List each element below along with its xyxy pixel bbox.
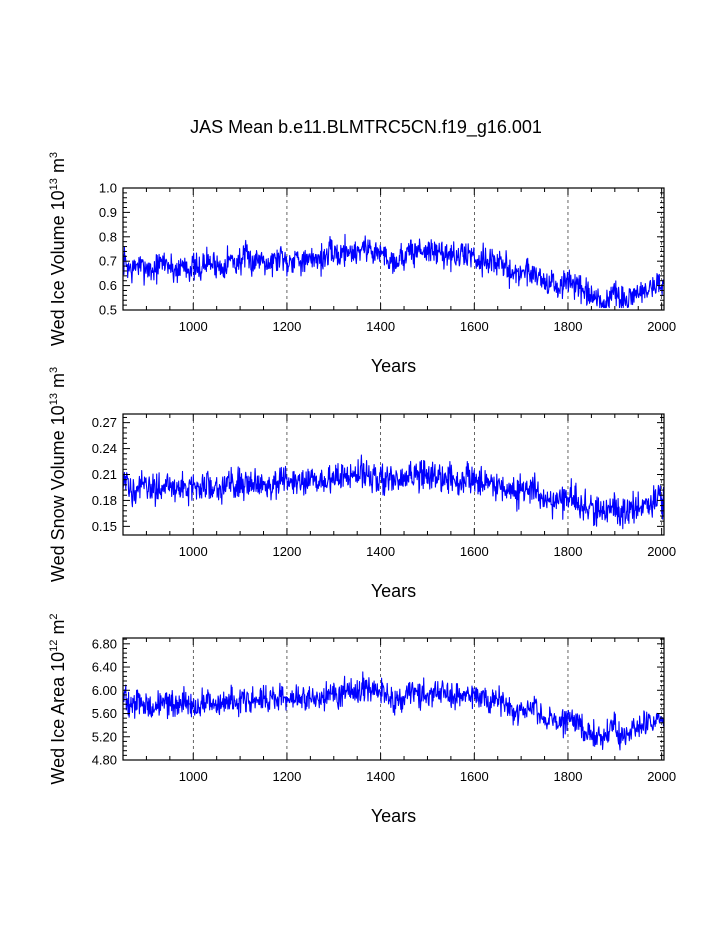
y-label-unit-exponent: 3 (48, 152, 60, 158)
chart-title: JAS Mean b.e11.BLMTRC5CN.f19_g16.001 (190, 117, 542, 138)
y-tick-label: 5.60 (92, 706, 117, 721)
y-tick-label: 1.0 (99, 181, 117, 196)
y-label-exponent: 13 (48, 393, 60, 405)
x-tick-label: 1200 (272, 769, 301, 784)
x-axis-label: Years (371, 356, 416, 376)
y-tick-label: 0.18 (92, 493, 117, 508)
y-label-unit-exponent: 3 (48, 367, 60, 373)
x-tick-label: 2000 (647, 544, 676, 559)
y-tick-label: 0.7 (99, 254, 117, 269)
y-label-exponent: 12 (48, 640, 60, 652)
y-tick-label: 5.20 (92, 729, 117, 744)
y-tick-label: 6.40 (92, 660, 117, 675)
y-label-exponent: 13 (48, 178, 60, 190)
x-tick-label: 1400 (366, 319, 395, 334)
x-tick-label: 1200 (272, 544, 301, 559)
plot-frame (122, 187, 665, 311)
x-tick-label: 1800 (554, 319, 583, 334)
x-tick-label: 2000 (647, 319, 676, 334)
y-label-text: Wed Ice Area 10 (48, 652, 68, 785)
y-tick-label: 6.80 (92, 636, 117, 651)
y-tick-label: 0.15 (92, 519, 117, 534)
panel-2: 1000 1200 1400 1600 1800 2000 0.15 0.18 0.21 0.24… (48, 367, 676, 601)
x-axis-label: Years (371, 581, 416, 601)
y-tick-label: 0.9 (99, 205, 117, 220)
x-tick-label: 1600 (460, 769, 489, 784)
y-label-unit: m (48, 158, 68, 178)
plot-frame (122, 637, 665, 761)
y-tick-label: 0.21 (92, 467, 117, 482)
series-line-wed-snow-volume (122, 454, 665, 530)
y-axis-label: Wed Snow Volume 1013 m3 (48, 367, 68, 582)
y-label-unit-exponent: 2 (48, 613, 60, 619)
y-tick-label: 0.5 (99, 303, 117, 318)
panel-3: 1000 1200 1400 1600 1800 2000 4.80 5.20 5.60 6.00… (48, 613, 676, 826)
x-tick-label: 1800 (554, 769, 583, 784)
series-line-wed-ice-area (122, 671, 665, 751)
panel-1: 1000 1200 1400 1600 1800 2000 0.5 0.6 0.7 0.8 0.9 1… (48, 152, 676, 376)
x-tick-label: 1200 (272, 319, 301, 334)
panels: 1000 1200 1400 1600 1800 2000 0.5 0.6 0.7 0.8 0.9 1… (48, 152, 676, 826)
y-tick-label: 0.27 (92, 415, 117, 430)
series-line-wed-ice-volume (122, 233, 665, 309)
x-tick-label: 2000 (647, 769, 676, 784)
y-tick-label: 0.6 (99, 278, 117, 293)
x-tick-label: 1000 (179, 544, 208, 559)
x-tick-label: 1000 (179, 769, 208, 784)
x-tick-label: 1600 (460, 544, 489, 559)
y-tick-label: 4.80 (92, 753, 117, 768)
y-tick-label: 6.00 (92, 683, 117, 698)
y-label-text: Wed Ice Volume 10 (48, 190, 68, 346)
x-tick-label: 1400 (366, 769, 395, 784)
y-axis-label: Wed Ice Volume 1013 m3 (48, 152, 68, 346)
y-label-unit: m (48, 620, 68, 640)
x-tick-label: 1800 (554, 544, 583, 559)
x-axis-label: Years (371, 806, 416, 826)
x-tick-label: 1400 (366, 544, 395, 559)
y-label-unit: m (48, 373, 68, 393)
y-label-text: Wed Snow Volume 10 (48, 405, 68, 582)
y-tick-label: 0.8 (99, 229, 117, 244)
y-tick-label: 0.24 (92, 441, 117, 456)
x-tick-label: 1600 (460, 319, 489, 334)
y-axis-label: Wed Ice Area 1012 m2 (48, 613, 68, 784)
x-tick-label: 1000 (179, 319, 208, 334)
